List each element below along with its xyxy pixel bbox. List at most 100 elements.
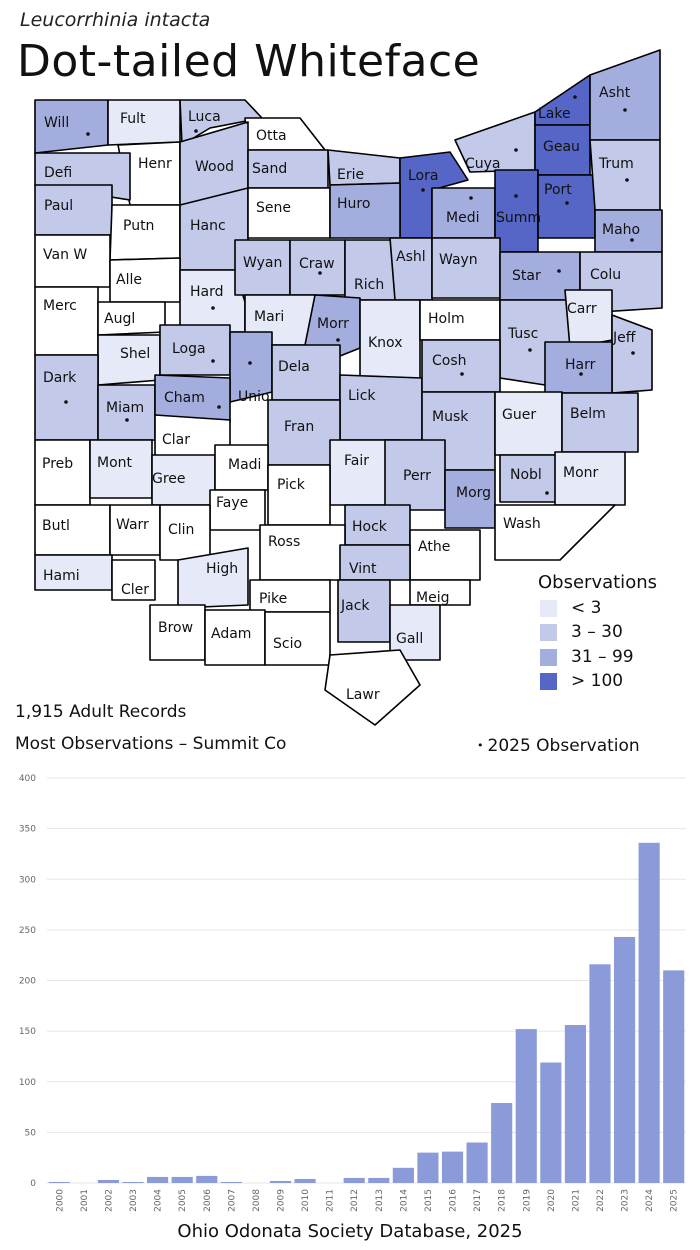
county-label: Loga <box>172 341 206 357</box>
bar-2007 <box>220 1181 242 1183</box>
legend-swatch <box>540 648 557 666</box>
county-label: Asht <box>599 85 631 101</box>
county-label: Trum <box>598 156 634 172</box>
county-label: Wyan <box>243 255 282 271</box>
county-label: Nobl <box>510 467 542 483</box>
county-label: Miam <box>106 400 144 416</box>
observation-2025-dot <box>630 238 634 242</box>
county-lick <box>339 374 423 441</box>
bar-2012 <box>343 1177 365 1183</box>
bar-2019 <box>515 1029 537 1183</box>
county-label: Port <box>544 182 572 198</box>
legend-label: > 100 <box>571 671 624 691</box>
county-cler <box>111 559 156 601</box>
county-label: Lick <box>348 388 376 404</box>
observation-2025-dot <box>64 400 68 404</box>
county-label: Defi <box>44 165 72 181</box>
x-tick-label: 2018 <box>498 1189 508 1212</box>
county-label: Paul <box>44 198 73 214</box>
county-label: Athe <box>418 539 450 555</box>
observation-2025-dot <box>318 271 322 275</box>
legend-swatch <box>540 623 557 641</box>
observation-2025-dot <box>565 201 569 205</box>
observation-2025-dot <box>125 418 129 422</box>
county-labels: Will Fult Luca Otta Henr Wood Sand Erie Lora Cuya… <box>42 85 640 703</box>
county-label: Gree <box>152 471 186 487</box>
county-meig <box>409 579 471 606</box>
observation-2025-dot <box>211 306 215 310</box>
county-label: Holm <box>428 311 465 327</box>
county-luca <box>179 99 263 146</box>
bar-2020 <box>540 1062 562 1183</box>
chart-y-axis: 0 50 100 150 200 250 300 350 400 <box>19 774 36 1189</box>
county-trum <box>589 139 661 211</box>
county-label: Cham <box>164 390 205 406</box>
county-label: Cuya <box>465 156 501 172</box>
observation-2025-dot <box>557 269 561 273</box>
county-label: Cler <box>121 582 149 598</box>
county-label: Sand <box>252 161 287 177</box>
legend-swatch <box>540 599 557 617</box>
county-label: Alle <box>116 272 142 288</box>
county-label: Rich <box>354 277 384 293</box>
bar-2013 <box>368 1177 390 1183</box>
county-label: Lawr <box>346 687 380 703</box>
county-guer <box>494 391 563 456</box>
legend-swatch <box>540 672 557 690</box>
county-wayn <box>431 237 501 299</box>
observation-2025-dot <box>573 95 577 99</box>
county-label: Meig <box>416 590 449 606</box>
county-label: Morr <box>317 316 349 332</box>
county-wash <box>494 504 616 561</box>
county-label: Belm <box>570 406 606 422</box>
bar-2010 <box>294 1178 316 1183</box>
county-label: Erie <box>337 167 364 183</box>
x-tick-label: 2005 <box>178 1189 188 1212</box>
county-label: Madi <box>228 457 261 473</box>
county-label: Craw <box>299 256 335 272</box>
observation-2025-dot <box>336 338 340 342</box>
county-label: Pick <box>277 477 306 493</box>
x-tick-label: 2013 <box>375 1189 385 1212</box>
bar-2022 <box>589 964 611 1183</box>
county-morr <box>304 294 361 361</box>
observation-2025-dot <box>248 361 252 365</box>
county-label: Wayn <box>439 252 478 268</box>
source-caption: Ohio Odonata Society Database, 2025 <box>177 1221 523 1242</box>
legend-title: Observations <box>538 572 657 593</box>
most-observations-text: Most Observations – Summit Co <box>15 734 287 754</box>
y-tick-label: 0 <box>30 1179 36 1189</box>
county-shapes <box>34 49 663 726</box>
observation-2025-dot <box>469 196 473 200</box>
bar-2016 <box>441 1151 464 1183</box>
observation-dot-icon: • <box>477 739 484 752</box>
county-belm <box>561 392 639 453</box>
bar-2024 <box>638 842 660 1183</box>
chart-bars <box>48 842 685 1183</box>
observation-2025-dot <box>86 132 90 136</box>
bar-2002 <box>97 1179 120 1183</box>
observation-2025-dot <box>514 194 518 198</box>
legend-label: < 3 <box>571 598 602 618</box>
county-label: Henr <box>138 156 172 172</box>
county-label: Perr <box>403 468 431 484</box>
x-tick-label: 2009 <box>276 1189 286 1212</box>
county-label: Butl <box>42 518 70 534</box>
county-label: Augl <box>104 311 135 327</box>
county-label: Otta <box>256 128 287 144</box>
x-tick-label: 2003 <box>129 1189 139 1212</box>
observation-2025-dot <box>545 491 549 495</box>
county-label: Hock <box>352 519 388 535</box>
x-tick-label: 2019 <box>522 1189 532 1212</box>
county-label: Harr <box>565 357 596 373</box>
x-tick-label: 2021 <box>571 1189 581 1212</box>
species-title: Dot-tailed Whiteface <box>17 36 481 87</box>
county-label: Pike <box>259 591 287 607</box>
x-tick-label: 2007 <box>227 1189 237 1212</box>
county-label: Clar <box>162 432 190 448</box>
observation-2025-dot <box>625 178 629 182</box>
bar-2003 <box>122 1181 144 1183</box>
bar-2006 <box>196 1175 218 1183</box>
yearly-bar-chart: 0 50 100 150 200 250 300 350 400 2000 2001 2002 2003… <box>19 774 686 1212</box>
county-label: Huro <box>337 196 370 212</box>
